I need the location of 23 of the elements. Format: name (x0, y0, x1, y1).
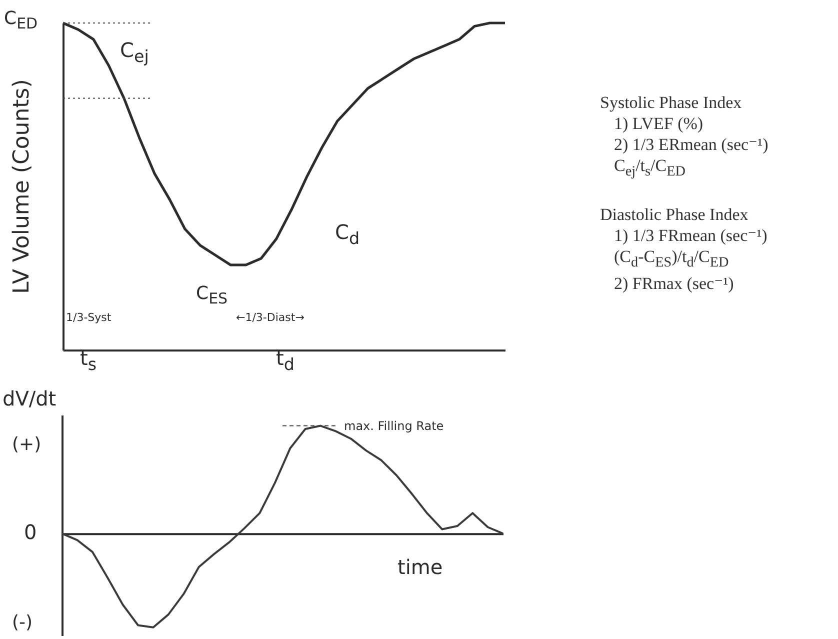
text: 2) 1/3 ERmean (sec⁻¹) (613, 134, 768, 155)
ref-line-label: max. Filling Rate (344, 419, 444, 433)
text: (C$_{d}$-C$_{ES}$)/t$_{d}$/C$_{ED}$ (613, 246, 730, 272)
annotation: C$_{ES}$ (196, 283, 228, 308)
text: Diastolic Phase Index (600, 204, 750, 225)
text: Systolic Phase Index (600, 92, 743, 113)
annotation: t$_{d}$ (276, 346, 294, 374)
annotation: 1/3-Syst (66, 311, 112, 324)
ref-line-label: C$_{ED}$ (4, 8, 38, 33)
text: 1) LVEF (%) (613, 113, 704, 134)
text: 1) 1/3 FRmean (sec⁻¹) (613, 225, 768, 246)
annotation: C$_{ej}$ (120, 38, 149, 66)
text: C$_{ej}$/t$_{s}$/C$_{ED}$ (613, 155, 686, 182)
text: 2) FRmax (sec⁻¹) (613, 273, 735, 294)
text: (+) (12, 434, 42, 455)
x-axis-title: time (398, 555, 443, 580)
annotation: ←1/3-Diast→ (236, 311, 304, 324)
y-axis-title: LV Volume (Counts) (10, 79, 34, 294)
annotation: t$_{s}$ (80, 346, 97, 374)
text: 0 (24, 520, 37, 544)
text: (-) (12, 612, 33, 633)
annotation: C$_{d}$ (335, 220, 360, 248)
y-axis-title: dV/dt (2, 386, 56, 410)
